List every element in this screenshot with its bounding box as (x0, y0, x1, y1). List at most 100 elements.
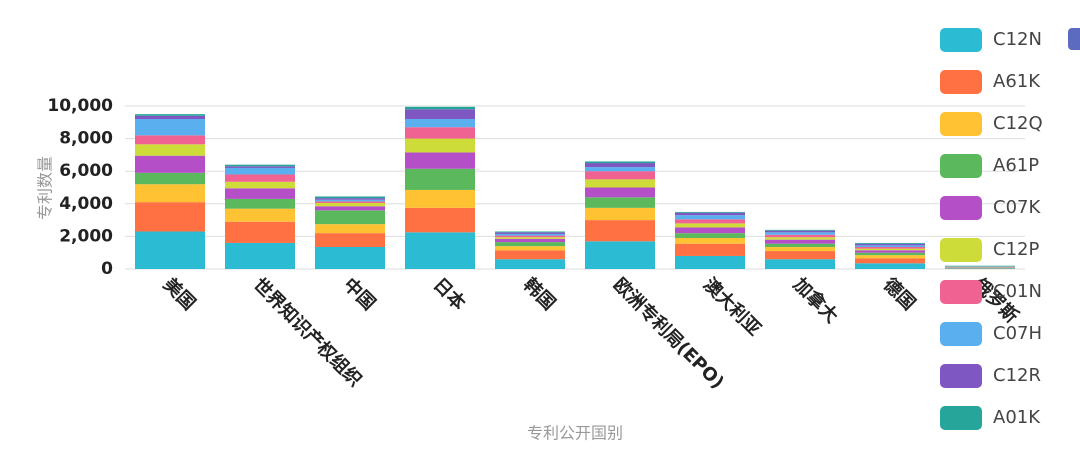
legend-swatch-cut (1068, 28, 1080, 50)
bar-segment (315, 246, 385, 269)
legend-label: A61P (993, 155, 1039, 176)
bar-segment (405, 106, 475, 110)
bar-segment (585, 187, 655, 198)
bar-segment (855, 250, 925, 253)
bar-segment (135, 135, 205, 145)
bar-segment (405, 127, 475, 139)
legend-label: C12N (993, 29, 1042, 50)
legend-label: A01K (993, 407, 1041, 428)
bar-segment (495, 237, 565, 239)
bar-segment (315, 201, 385, 203)
bar-segment (225, 208, 295, 222)
x-tick-label: 日本 (429, 274, 470, 315)
legend-swatch (940, 322, 982, 346)
bar-segment (405, 189, 475, 208)
bar-segment (225, 242, 295, 269)
bar-segment (225, 198, 295, 209)
bar-segment (315, 198, 385, 200)
legend-swatch (940, 196, 982, 220)
y-tick-label: 0 (101, 259, 113, 279)
bar-segment (495, 235, 565, 238)
bar-segment (495, 233, 565, 236)
bar-segment (315, 210, 385, 225)
legend-swatch (940, 364, 982, 388)
bar-segment (585, 220, 655, 242)
bar-segment (135, 184, 205, 203)
bar-segment (765, 237, 835, 240)
bar-segment (765, 246, 835, 252)
x-tick-label: 中国 (339, 274, 380, 315)
bar-segment (225, 166, 295, 168)
y-axis-title: 专利数量 (36, 156, 55, 220)
bar-segment (585, 161, 655, 164)
legend-swatch (940, 70, 982, 94)
bar-segment (315, 224, 385, 234)
bar-segment (135, 115, 205, 120)
bar-segment (675, 211, 745, 213)
legend-label: C12R (993, 365, 1041, 386)
legend-swatch (940, 112, 982, 136)
bar-segment (315, 196, 385, 199)
bar-segment (765, 229, 835, 231)
bar-segment (945, 265, 1015, 267)
legend-label: A61K (993, 71, 1041, 92)
bar-segment (855, 245, 925, 247)
bar-segment (855, 246, 925, 249)
bar-segment (405, 152, 475, 169)
y-tick-label: 10,000 (47, 96, 113, 116)
x-axis-title: 专利公开国别 (527, 424, 623, 443)
legend-label: C01N (993, 281, 1042, 302)
bar-segment (405, 168, 475, 190)
bar-segment (855, 248, 925, 251)
legend-label: C12Q (993, 113, 1043, 134)
bar-segment (585, 207, 655, 221)
bar-segment (675, 212, 745, 216)
bar-segment (585, 197, 655, 208)
bar-segment (405, 232, 475, 269)
bar-segment (765, 230, 835, 233)
bar-segment (675, 223, 745, 228)
legend-label: C07H (993, 323, 1042, 344)
bar-segment (675, 238, 745, 244)
bar-segment (855, 252, 925, 256)
bar-segment (135, 114, 205, 116)
bar-segment (855, 243, 925, 246)
bar-segment (675, 255, 745, 269)
bar-segment (495, 238, 565, 243)
legend-label: C12P (993, 239, 1039, 260)
bar-segment (495, 259, 565, 269)
bar-segment (855, 242, 925, 244)
bar-segment (225, 164, 295, 167)
bar-segment (495, 232, 565, 234)
y-tick-label: 6,000 (59, 161, 113, 181)
bar-segment (135, 155, 205, 173)
bar-segment (135, 231, 205, 269)
bar-segment (675, 219, 745, 224)
y-tick-label: 4,000 (59, 194, 113, 214)
bar-segment (675, 233, 745, 239)
bar-segment (405, 207, 475, 233)
bar-segment (675, 215, 745, 220)
x-tick-label: 美国 (159, 274, 200, 315)
legend-swatch (940, 154, 982, 178)
bar-segment (405, 109, 475, 120)
bar-segment (585, 163, 655, 168)
bar-segment (135, 202, 205, 232)
bar-segment (135, 144, 205, 156)
bar-segment (765, 239, 835, 244)
bar-segment (135, 172, 205, 185)
bar-segment (495, 242, 565, 247)
legend-label: C07K (993, 197, 1041, 218)
legend-swatch (940, 238, 982, 262)
legend-swatch (940, 406, 982, 430)
x-tick-label: 德国 (879, 274, 920, 315)
bar-segment (225, 181, 295, 189)
legend-swatch (940, 28, 982, 52)
bar-segment (765, 259, 835, 269)
bar-segment (765, 251, 835, 260)
bar-segment (495, 231, 565, 233)
bar-segment (675, 243, 745, 256)
bar-segment (225, 167, 295, 175)
x-tick-label: 澳大利亚 (699, 274, 765, 340)
